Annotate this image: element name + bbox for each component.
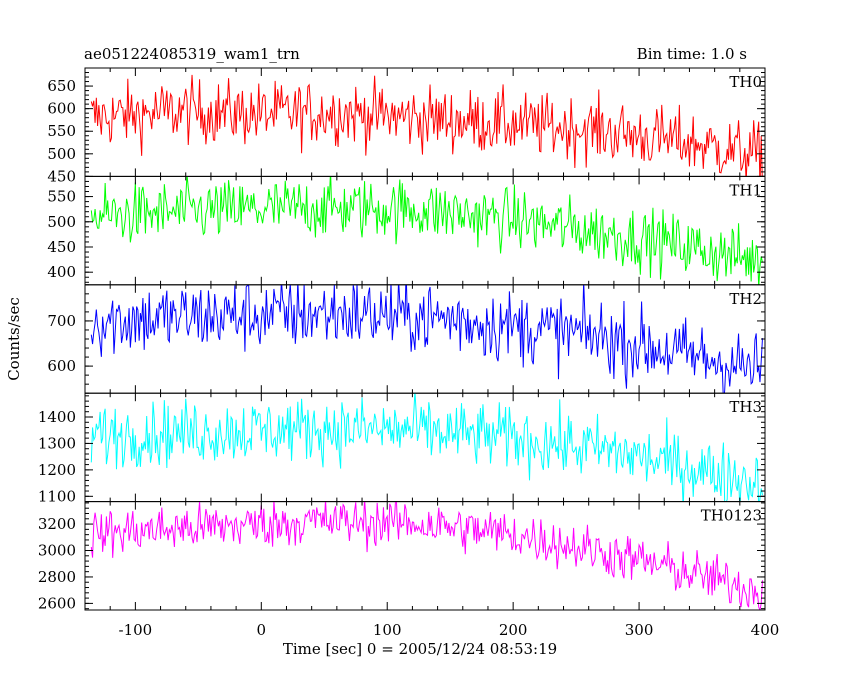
y-tick-label: 500 <box>47 213 76 231</box>
y-tick-label: 700 <box>47 312 76 330</box>
series-line-th3 <box>90 393 763 502</box>
x-tick-label: 100 <box>373 621 402 639</box>
y-tick-label: 1200 <box>38 461 76 479</box>
y-tick-label: 2600 <box>38 594 76 612</box>
chart-title: ae051224085319_wam1_trn <box>84 45 300 63</box>
y-tick-label: 1100 <box>38 487 76 505</box>
y-tick-label: 600 <box>47 100 76 118</box>
panel-label-th2: TH2 <box>729 290 762 308</box>
panel-frame-th1 <box>84 175 766 286</box>
y-tick-label: 450 <box>47 238 76 256</box>
panel-label-th3: TH3 <box>729 398 762 416</box>
y-tick-label: 550 <box>47 188 76 206</box>
y-tick-label: 3000 <box>38 542 76 560</box>
x-axis-title: Time [sec] 0 = 2005/12/24 08:53:19 <box>283 640 557 658</box>
x-tick-label: -100 <box>119 621 153 639</box>
y-tick-label: 600 <box>47 357 76 375</box>
series-line-th2 <box>90 284 763 394</box>
x-tick-label: 0 <box>257 621 267 639</box>
series-line-th0 <box>90 74 763 177</box>
panel-label-th0123: TH0123 <box>701 507 762 525</box>
y-tick-label: 2800 <box>38 568 76 586</box>
panel-label-th0: TH0 <box>729 73 762 91</box>
x-tick-label: 300 <box>625 621 654 639</box>
series-line-th0123 <box>90 501 763 611</box>
bin-time-label: Bin time: 1.0 s <box>636 45 747 63</box>
y-tick-label: 450 <box>47 167 76 185</box>
y-tick-label: 650 <box>47 77 76 95</box>
x-tick-label: 200 <box>499 621 528 639</box>
panel-label-th1: TH1 <box>729 181 762 199</box>
y-tick-label: 550 <box>47 122 76 140</box>
y-tick-label: 500 <box>47 145 76 163</box>
y-tick-label: 1400 <box>38 408 76 426</box>
y-tick-label: 1300 <box>38 434 76 452</box>
y-tick-label: 3200 <box>38 515 76 533</box>
x-tick-label: 400 <box>751 621 780 639</box>
y-tick-label: 400 <box>47 263 76 281</box>
y-axis-title: Counts/sec <box>5 297 23 381</box>
series-line-th1 <box>90 176 763 285</box>
